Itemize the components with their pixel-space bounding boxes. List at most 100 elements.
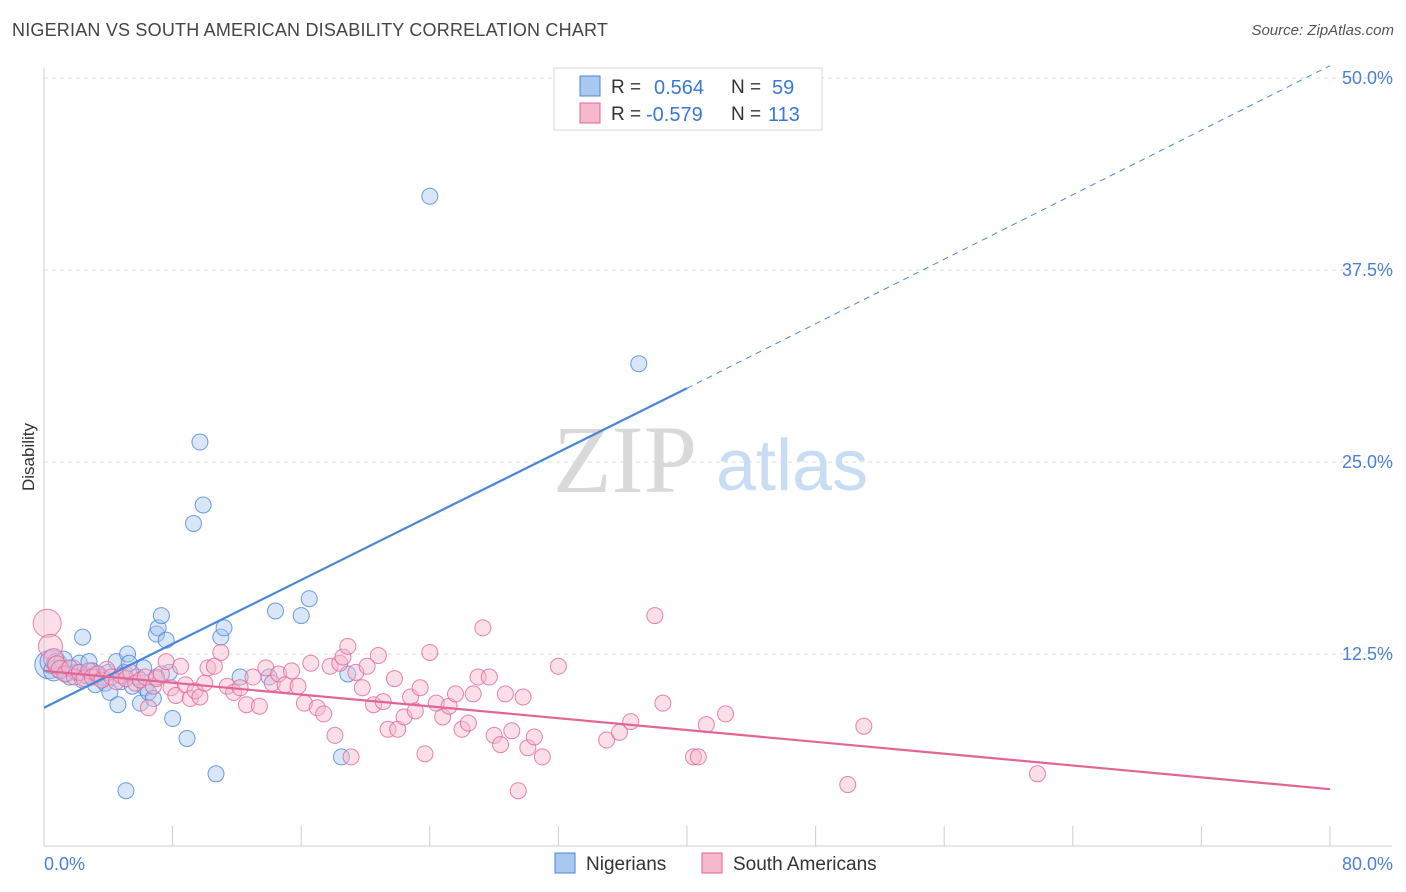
legend-swatch-pink (579, 102, 601, 124)
data-point (117, 782, 135, 800)
x-tick-label-min: 0.0% (44, 854, 85, 874)
data-point (549, 657, 567, 675)
data-point (315, 705, 333, 723)
data-point (447, 685, 465, 703)
data-point (406, 702, 424, 720)
data-point (622, 713, 640, 731)
chart-title: NIGERIAN VS SOUTH AMERICAN DISABILITY CO… (12, 20, 609, 40)
data-point (630, 355, 648, 373)
watermark-atlas: atlas (716, 426, 868, 506)
data-point (302, 654, 320, 672)
data-point (480, 668, 498, 686)
data-point (334, 648, 352, 666)
data-point (525, 728, 543, 746)
data-point (342, 748, 360, 766)
data-point (496, 685, 514, 703)
data-point (238, 696, 256, 714)
data-point (533, 748, 551, 766)
data-point (332, 748, 350, 766)
correlation-legend: R = 0.564 N = 59 R = -0.579 N = 113 (553, 67, 823, 131)
legend-r-value-2: -0.579 (646, 104, 703, 126)
series-legend: Nigerians South Americans (554, 852, 877, 875)
x-tick-label-max: 80.0% (1342, 854, 1393, 874)
data-point (689, 748, 707, 766)
data-point (164, 710, 182, 728)
series-swatch-south-americans (701, 852, 723, 874)
data-point (109, 696, 127, 714)
data-point (300, 590, 318, 608)
data-point (519, 739, 537, 757)
data-point (199, 659, 217, 677)
data-point (492, 736, 510, 754)
data-point (717, 705, 735, 723)
data-point (244, 668, 262, 686)
data-point (283, 662, 301, 680)
data-point (157, 653, 175, 671)
south-americans-points (32, 607, 1046, 800)
data-point (144, 690, 162, 708)
y-tick-label: 37.5% (1342, 260, 1393, 280)
data-point (514, 688, 532, 706)
data-point (167, 686, 185, 704)
data-point (266, 602, 284, 620)
data-point (157, 631, 175, 649)
data-point (139, 699, 157, 717)
data-point (464, 685, 482, 703)
data-point (32, 608, 62, 638)
watermark-zip: ZIP (553, 406, 697, 513)
data-point (191, 433, 209, 451)
chart-source: Source: ZipAtlas.com (1251, 22, 1394, 39)
data-point (353, 679, 371, 697)
nigerians-trend-extension (686, 65, 1331, 389)
data-point (152, 607, 170, 625)
data-point (212, 628, 230, 646)
x-tick-labels: 0.0% 80.0% (44, 854, 1393, 874)
legend-r-value-1: 0.564 (654, 77, 704, 99)
data-point (339, 637, 357, 655)
data-point (358, 657, 376, 675)
grid-lines (44, 77, 1392, 655)
data-point (654, 694, 672, 712)
data-point (646, 607, 664, 625)
data-point (474, 619, 492, 637)
data-point (459, 714, 477, 732)
y-tick-label: 50.0% (1342, 68, 1393, 88)
legend-n-value-1: 59 (772, 77, 794, 99)
nigerians-trend-line (43, 387, 688, 709)
legend-r-label-2: R = (611, 104, 641, 125)
data-point (178, 729, 196, 747)
data-point (148, 625, 166, 643)
data-point (855, 717, 873, 735)
y-tick-label: 25.0% (1342, 452, 1393, 472)
data-point (321, 657, 339, 675)
legend-swatch-blue (579, 75, 601, 97)
data-point (385, 670, 403, 688)
data-point (421, 187, 439, 205)
data-point (308, 699, 326, 717)
data-point (172, 657, 190, 675)
data-point (1028, 765, 1046, 783)
legend-n-label-1: N = (731, 77, 761, 98)
data-point (292, 607, 310, 625)
data-point (416, 745, 434, 763)
data-point (485, 726, 503, 744)
data-point (326, 726, 344, 744)
data-point (421, 643, 439, 661)
trend-lines (43, 65, 1331, 791)
data-point (411, 679, 429, 697)
data-point (212, 643, 230, 661)
data-point (434, 708, 452, 726)
axes (43, 68, 1392, 847)
data-point (379, 720, 397, 738)
watermark: ZIP atlas (553, 406, 868, 513)
data-point (509, 782, 527, 800)
data-point (453, 720, 471, 738)
data-point (503, 722, 521, 740)
data-point (205, 657, 223, 675)
data-point (289, 677, 307, 695)
data-point (215, 619, 233, 637)
y-axis-title: Disability (19, 422, 38, 491)
data-point (270, 665, 288, 683)
data-point (839, 776, 857, 794)
